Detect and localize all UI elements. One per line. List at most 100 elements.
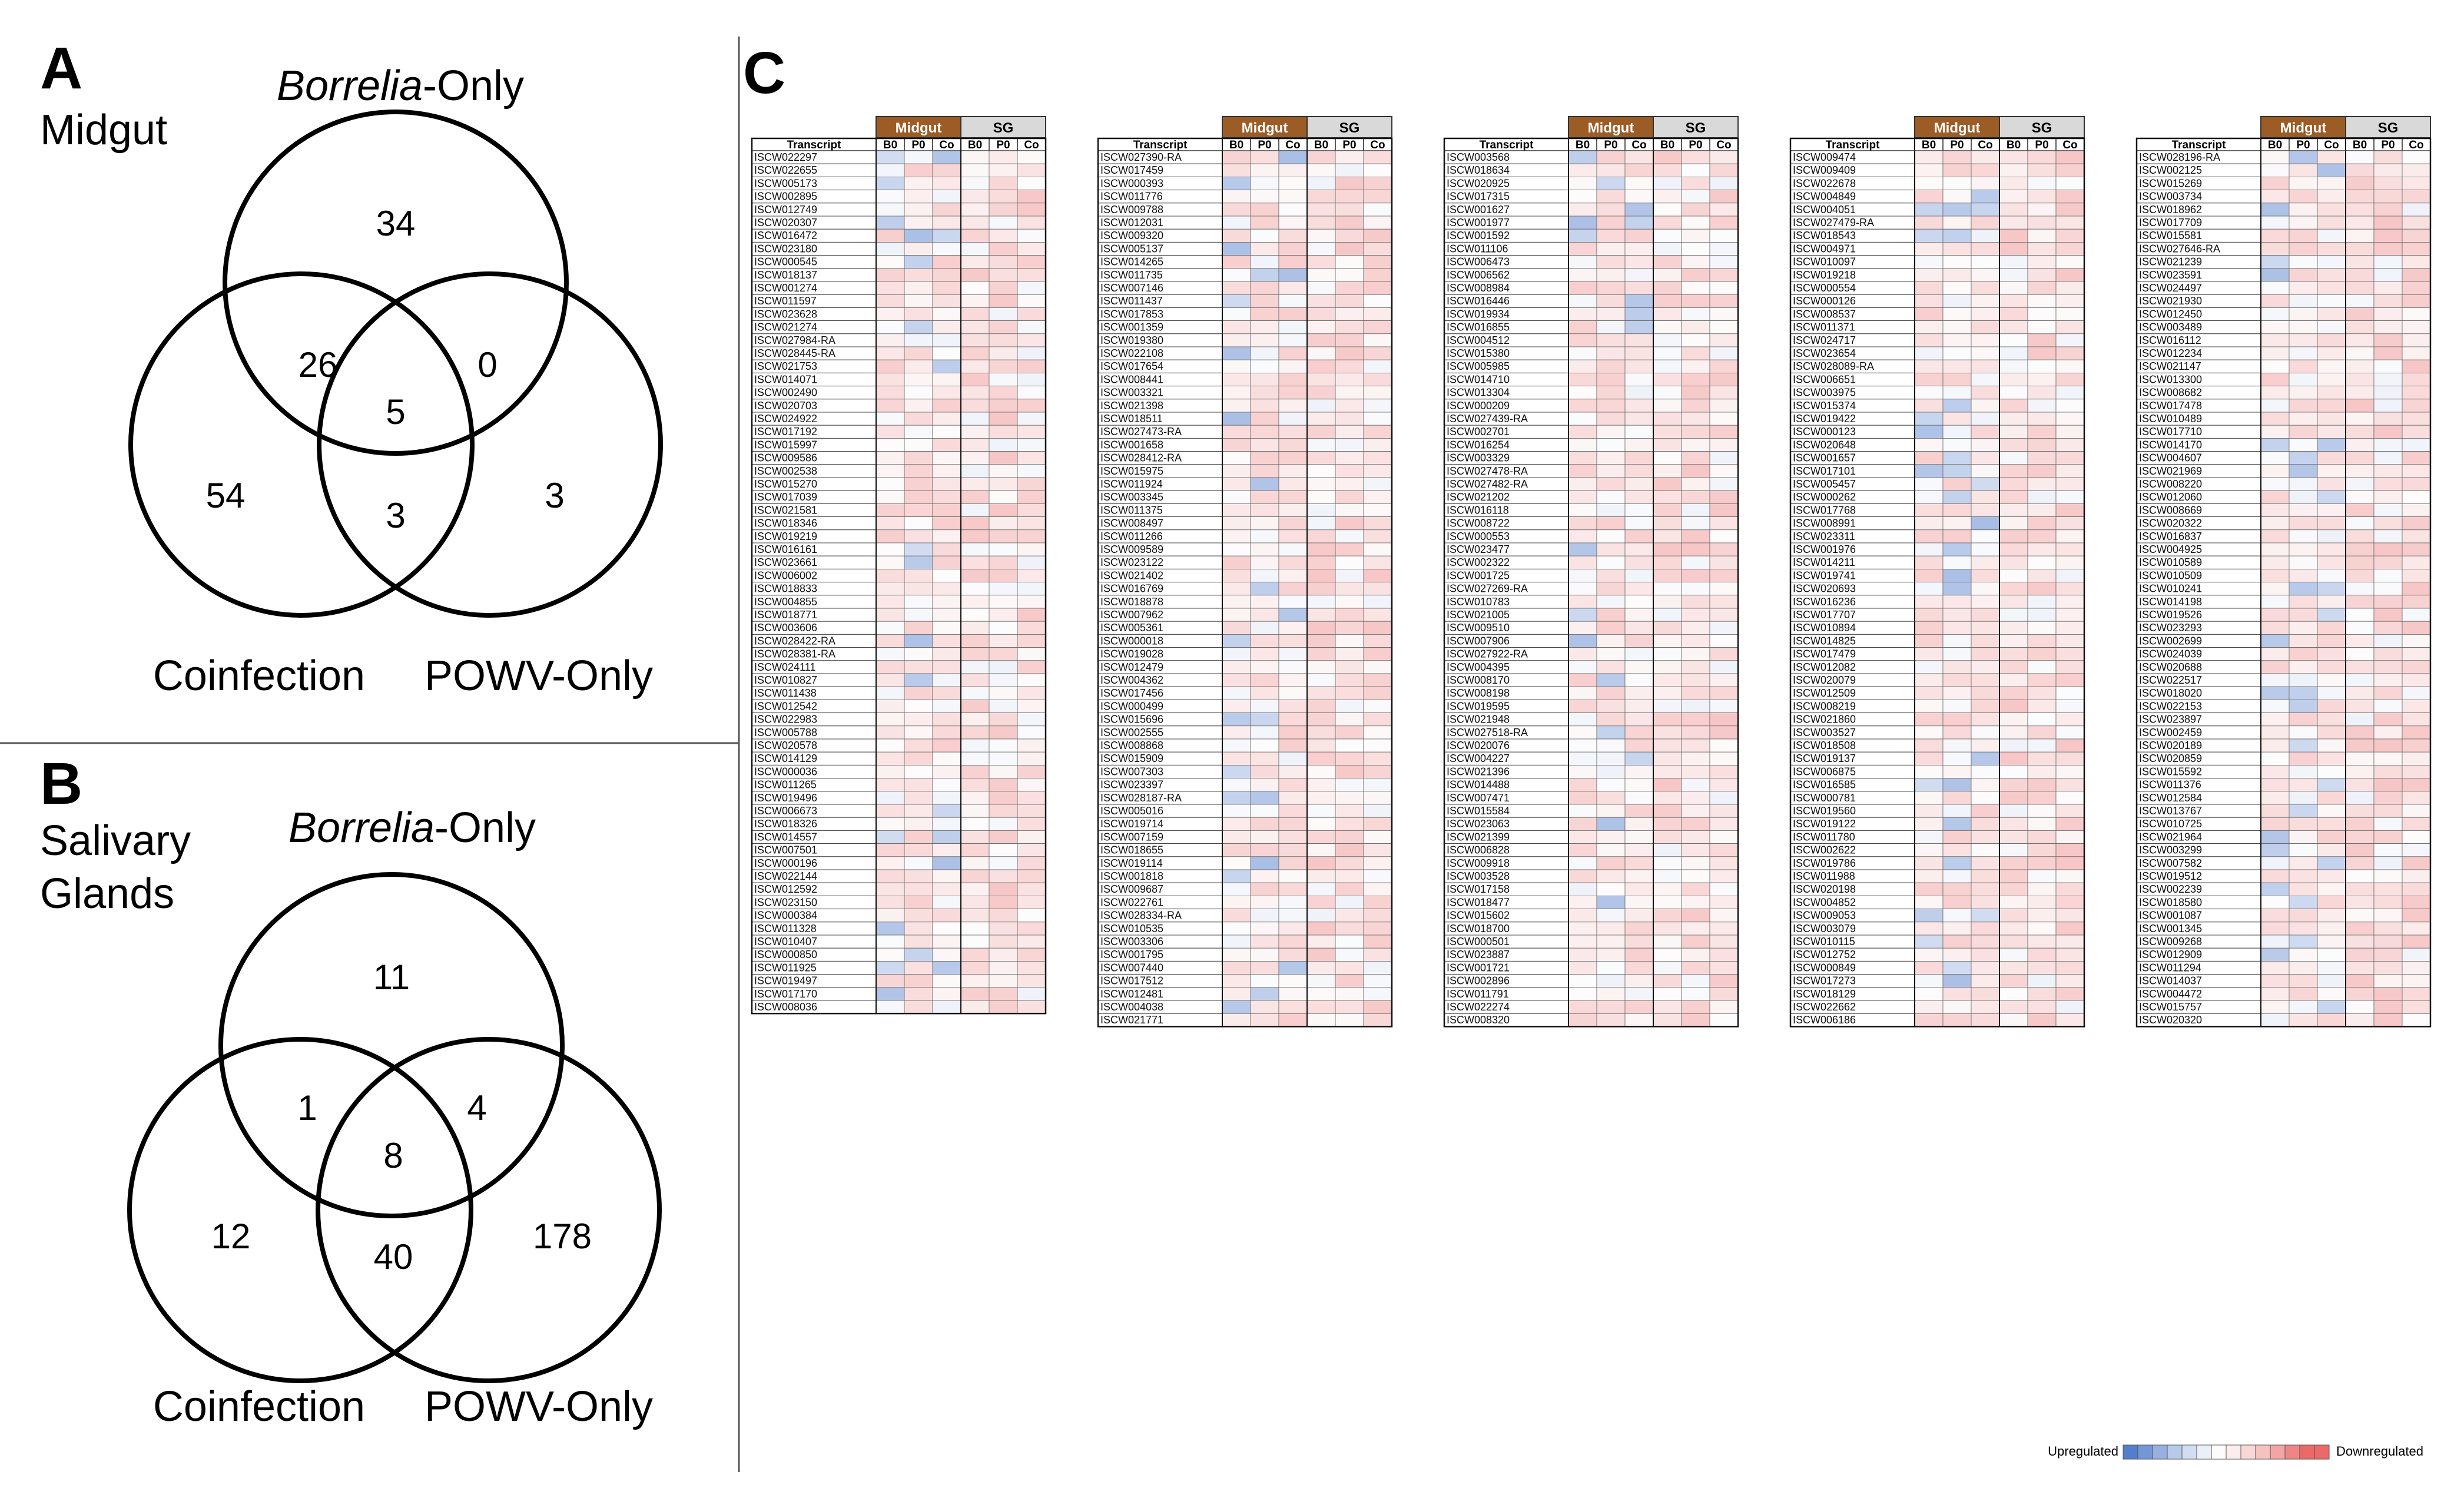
heatmap-cell [1596,1013,1626,1027]
heatmap-cell [1971,190,2000,204]
heatmap-cell [1681,176,1710,190]
transcript-id: ISCW009918 [1447,857,1510,869]
heatmap-cell [1335,608,1364,622]
heatmap-cell [1914,974,1944,988]
column-header-condition: Co [2324,139,2339,151]
venn-b-count-coinfection-powv: 40 [374,1237,413,1277]
table-row: ISCW006673 [751,804,1046,818]
heatmap-cell [1942,909,1972,923]
heatmap-cell [1278,947,1308,962]
heatmap-cell [2055,386,2085,400]
heatmap-cell [2027,830,2057,844]
heatmap-cell [2289,333,2318,347]
transcript-id: ISCW008722 [1447,518,1510,529]
heatmap-cell [1363,673,1392,687]
heatmap-cell [960,281,990,295]
heatmap-cell [1335,595,1364,609]
heatmap-cell [1624,738,1654,753]
heatmap-cell [2289,882,2318,896]
table-row: ISCW021005 [1444,608,1739,622]
heatmap-cell [1942,268,1972,282]
heatmap-cell [1681,909,1710,923]
heatmap-cell [2027,373,2057,387]
transcript-id: ISCW019595 [1447,700,1510,712]
heatmap-cell [1624,856,1654,870]
table-row: ISCW019422 [1790,412,2085,426]
heatmap-cell [876,425,905,439]
heatmap-cell [2027,516,2057,531]
transcript-id: ISCW011597 [754,295,817,307]
heatmap-cell [1681,582,1710,596]
heatmap-cell [2289,974,2318,988]
heatmap-cell [2027,608,2057,622]
heatmap-cell [1709,503,1739,518]
heatmap-cell [1709,529,1739,543]
heatmap-cell [2373,673,2403,687]
heatmap-cell [1222,346,1251,360]
heatmap-cell [932,987,961,1001]
group-header-midgut: Midgut [1588,120,1634,136]
transcript-id: ISCW020320 [2139,1014,2202,1026]
heatmap-cell [1278,686,1308,700]
heatmap-cell [1335,738,1364,753]
heatmap-cell [989,686,1018,700]
heatmap-cell [1709,817,1739,831]
column-header-condition: B0 [1922,139,1936,151]
heatmap-cell [1709,333,1739,347]
heatmap-cell [1278,765,1308,779]
heatmap-cell [1250,751,1279,765]
transcript-id: ISCW000545 [754,256,817,268]
heatmap-cell [1914,477,1944,491]
heatmap-cell [2027,647,2057,661]
heatmap-cell [1999,255,2028,269]
heatmap-cell [2260,320,2290,334]
heatmap-cell [2317,477,2346,491]
heatmap-cell [2345,595,2375,609]
heatmap-cell [1681,947,1710,962]
table-row: ISCW015909 [1097,751,1392,765]
heatmap-cell [960,399,990,413]
table-row: ISCW003528 [1444,869,1739,883]
transcript-id: ISCW001274 [754,282,817,294]
heatmap-cell [1971,255,2000,269]
heatmap-cell [876,176,905,190]
transcript-id: ISCW006673 [754,805,817,817]
transcript-id: ISCW021948 [1447,714,1510,725]
heatmap-cell [1653,412,1682,426]
table-row: ISCW010783 [1444,595,1739,609]
heatmap-cell [932,830,961,844]
transcript-id: ISCW028381-RA [754,648,835,660]
heatmap-cell [1942,228,1972,243]
heatmap-cell [1999,765,2028,779]
heatmap-cell [2402,255,2431,269]
transcript-id: ISCW019114 [1100,857,1163,869]
heatmap-cell [2317,751,2346,765]
table-row: ISCW015270 [751,477,1046,491]
heatmap-cell [2260,542,2290,556]
heatmap-cell [1017,686,1046,700]
transcript-id: ISCW016254 [1447,439,1510,450]
heatmap-cell [2055,359,2085,373]
heatmap-cell [1568,464,1597,478]
group-header-midgut: Midgut [2280,120,2327,136]
table-row: ISCW023477 [1444,542,1739,556]
heatmap-cell [1596,425,1626,439]
heatmap-cell [1596,228,1626,243]
heatmap-cell [1017,555,1046,569]
heatmap-cell [960,268,990,282]
heatmap-cell [876,647,905,661]
heatmap-cell [1278,751,1308,765]
heatmap-cell [2289,582,2318,596]
heatmap-cell [1250,438,1279,452]
heatmap-cell [2027,294,2057,308]
group-header-sg: SG [2032,120,2052,136]
transcript-id: ISCW010407 [754,936,817,947]
transcript-id: ISCW015975 [1100,465,1163,477]
heatmap-cell [1971,373,2000,387]
transcript-id: ISCW017170 [754,988,817,1000]
table-row: ISCW004512 [1444,333,1739,347]
heatmap-cell [1278,464,1308,478]
table-row: ISCW017479 [1790,647,2085,661]
heatmap-cell [1250,241,1279,256]
table-row: ISCW003321 [1097,386,1392,400]
